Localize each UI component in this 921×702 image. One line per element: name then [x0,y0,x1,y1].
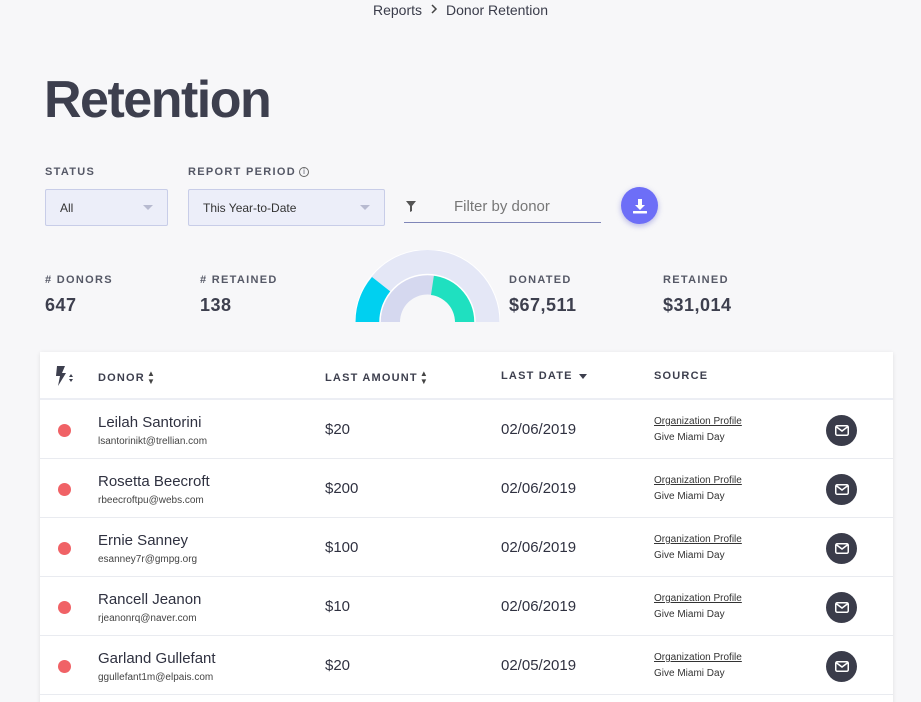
gauge-donated-arc [355,277,391,322]
column-last-date[interactable]: LAST DATE [501,370,587,382]
last-amount: $200 [325,480,359,497]
gauge-retained-arc [431,275,475,322]
last-date: 02/05/2019 [501,657,577,674]
status-dot [58,424,71,437]
envelope-icon [834,661,849,672]
sort-icon: ▲ ▼ [419,369,429,386]
status-dot [58,542,71,555]
funnel-icon [404,200,418,212]
donor-name[interactable]: Ernie Sanney [98,532,189,549]
column-donor[interactable]: DONOR ▲ ▼ [98,369,157,386]
breadcrumb-reports-link[interactable]: Reports [373,2,423,18]
report-period-label: REPORT PERIOD i [188,166,309,178]
source-link[interactable]: Organization Profile [654,416,742,427]
last-amount: $20 [325,657,351,674]
source-campaign: Give Miami Day [654,491,725,502]
source-campaign: Give Miami Day [654,609,725,620]
donor-name[interactable]: Leilah Santorini [98,414,202,431]
source-link[interactable]: Organization Profile [654,652,742,663]
download-icon [632,198,647,213]
retained-amount-value: $31,014 [663,295,732,315]
retained-amount-label: RETAINED [663,274,729,286]
table-header: DONOR ▲ ▼ LAST AMOUNT ▲ ▼ LAST DATE SOURCE [40,352,893,400]
donors-stat-value: 647 [45,295,77,315]
status-dot [58,660,71,673]
status-label: STATUS [45,166,96,178]
table-row[interactable]: Leilah Santorini lsantorinikt@trellian.c… [40,400,893,459]
gauge-track [355,249,500,322]
donor-filter [404,190,601,223]
donated-stat-value: $67,511 [509,295,577,315]
report-period-value: This Year-to-Date [203,200,297,215]
download-button[interactable] [621,187,658,224]
donor-email: rjeanonrq@naver.com [98,613,197,624]
envelope-icon [834,425,849,436]
table-row[interactable]: Rancell Jeanon rjeanonrq@naver.com $10 0… [40,577,893,636]
source-link[interactable]: Organization Profile [654,475,742,486]
source-campaign: Give Miami Day [654,668,725,679]
retained-count-label: # RETAINED [200,274,278,286]
breadcrumb: Reports Donor Retention [0,2,921,18]
last-amount: $20 [325,421,351,438]
column-source: SOURCE [654,370,709,382]
retained-count-value: 138 [200,295,232,315]
donor-email: ggullefant1m@elpais.com [98,672,214,683]
status-select[interactable]: All [45,189,168,226]
donor-filter-input[interactable] [454,197,594,215]
donor-table: DONOR ▲ ▼ LAST AMOUNT ▲ ▼ LAST DATE SOURCE… [40,352,893,702]
bolt-sort-icon[interactable] [54,365,76,387]
donors-stat-label: # DONORS [45,274,113,286]
status-select-value: All [60,200,74,215]
envelope-icon [834,543,849,554]
email-button[interactable] [826,415,857,446]
last-amount: $10 [325,598,351,615]
column-last-amount[interactable]: LAST AMOUNT ▲ ▼ [325,369,429,386]
caret-down-icon [360,205,370,210]
last-date: 02/06/2019 [501,421,577,438]
chevron-right-icon [430,3,438,17]
source-campaign: Give Miami Day [654,432,725,443]
envelope-icon [834,484,849,495]
source-link[interactable]: Organization Profile [654,593,742,604]
email-button[interactable] [826,651,857,682]
table-row[interactable]: Garland Gullefant ggullefant1m@elpais.co… [40,636,893,695]
email-button[interactable] [826,592,857,623]
donor-name[interactable]: Rosetta Beecroft [98,473,210,490]
last-date: 02/06/2019 [501,480,577,497]
email-button[interactable] [826,474,857,505]
breadcrumb-current: Donor Retention [446,2,548,18]
donor-email: esanney7r@gmpg.org [98,554,198,565]
report-period-select[interactable]: This Year-to-Date [188,189,385,226]
table-row[interactable]: Ernie Sanney esanney7r@gmpg.org $100 02/… [40,518,893,577]
retention-gauge [354,249,501,327]
donor-name[interactable]: Rancell Jeanon [98,591,202,608]
envelope-icon [834,602,849,613]
last-amount: $100 [325,539,359,556]
email-button[interactable] [826,533,857,564]
sort-icon: ▲ ▼ [146,369,157,386]
donated-stat-label: DONATED [509,274,572,286]
source-link[interactable]: Organization Profile [654,534,742,545]
source-campaign: Give Miami Day [654,550,725,561]
donor-email: lsantorinikt@trellian.com [98,436,208,447]
donor-name[interactable]: Garland Gullefant [98,650,216,667]
caret-down-icon [143,205,153,210]
last-date: 02/06/2019 [501,598,577,615]
page-title: Retention [44,71,272,129]
status-dot [58,601,71,614]
info-icon[interactable]: i [298,167,309,178]
last-date: 02/06/2019 [501,539,577,556]
sort-desc-icon [578,373,587,379]
table-row[interactable]: Rosetta Beecroft rbeecroftpu@webs.com $2… [40,459,893,518]
status-dot [58,483,71,496]
donor-email: rbeecroftpu@webs.com [98,495,204,506]
